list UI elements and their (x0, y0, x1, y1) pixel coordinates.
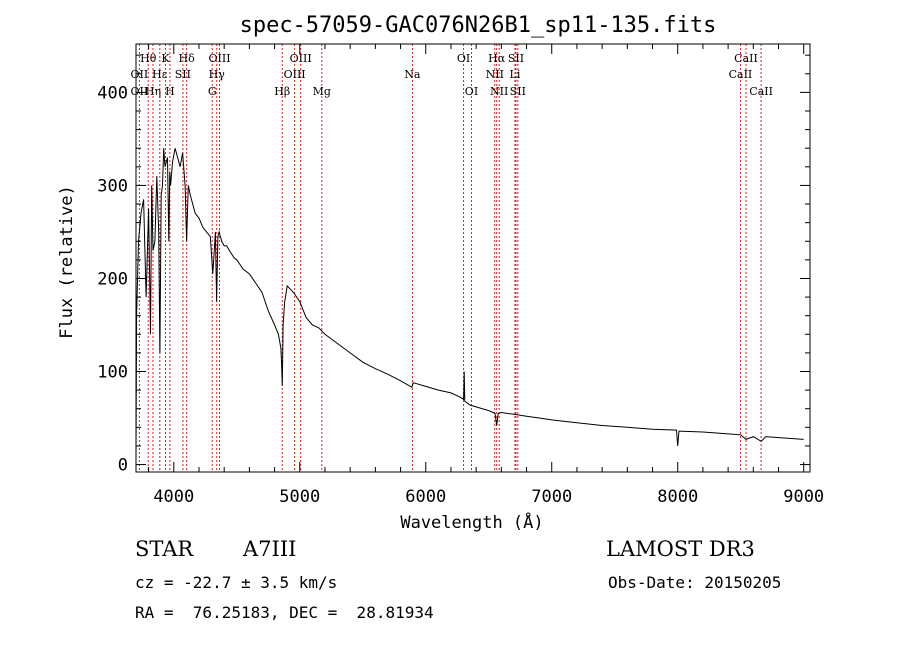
line-label-21: NII (490, 85, 508, 98)
line-label-9: OIII (208, 52, 230, 65)
line-label-16: Na (404, 68, 421, 81)
line-label-12: OIII (290, 52, 312, 65)
redshift-velocity: cz = -22.7 ± 3.5 km/s (135, 573, 338, 592)
line-label-10: Hγ (209, 68, 226, 81)
observation-date: Obs-Date: 20150205 (608, 573, 782, 592)
line-label-11: G (208, 85, 217, 98)
survey-name: LAMOST DR3 (606, 537, 755, 561)
line-label-4: K (161, 52, 170, 65)
series-line-0 (135, 148, 804, 456)
line-label-3: Hη (145, 85, 161, 98)
object-subclass: A7III (243, 537, 297, 561)
line-label-15: Mg (313, 85, 331, 98)
x-tick-label-1: 5000 (279, 487, 320, 507)
object-class: STAR (135, 537, 194, 561)
y-tick-label-1: 100 (97, 363, 128, 383)
axis-ticks: 4000 5000 6000 7000 8000 9000 0 100 200 300 400 (97, 44, 824, 507)
y-tick-label-3: 300 (97, 176, 128, 196)
line-label-24: SII (510, 85, 526, 98)
line-label-7: Hδ (179, 52, 196, 65)
line-label-27: CaII (749, 85, 773, 98)
y-axis-label: Flux (relative) (57, 185, 77, 339)
x-axis-label: Wavelength (Å) (400, 511, 543, 533)
x-tick-label-0: 4000 (153, 487, 194, 507)
line-label-20: NII (486, 68, 504, 81)
line-label-25: CaII (734, 52, 758, 65)
line-label-18: OI (465, 85, 478, 98)
coordinates: RA = 76.25183, DEC = 28.81934 (135, 603, 434, 622)
line-markers (138, 44, 762, 472)
y-tick-label-2: 200 (97, 269, 128, 289)
line-label-6: H (165, 85, 175, 98)
line-label-17: OI (457, 52, 470, 65)
line-label-5: Hε (152, 68, 168, 81)
x-tick-label-5: 9000 (783, 487, 824, 507)
line-label-1: OII (131, 68, 149, 81)
x-tick-label-4: 8000 (657, 487, 698, 507)
line-label-13: OIII (284, 68, 306, 81)
line-label-22: SII (508, 52, 524, 65)
line-label-23: Li (510, 68, 521, 81)
x-tick-label-2: 6000 (405, 487, 446, 507)
line-label-19: Hα (488, 52, 506, 65)
x-tick-label-3: 7000 (531, 487, 572, 507)
line-label-0: Hθ (140, 52, 157, 65)
y-tick-label-0: 0 (118, 456, 128, 476)
series-layer (135, 148, 804, 456)
line-label-2: OII (131, 85, 149, 98)
chart-title: spec-57059-GAC076N26B1_sp11-135.fits (240, 13, 717, 38)
line-label-26: CaII (729, 68, 753, 81)
line-label-14: Hβ (274, 85, 290, 98)
line-label-8: SII (175, 68, 191, 81)
plot-frame (135, 43, 811, 473)
y-tick-label-4: 400 (97, 83, 128, 103)
